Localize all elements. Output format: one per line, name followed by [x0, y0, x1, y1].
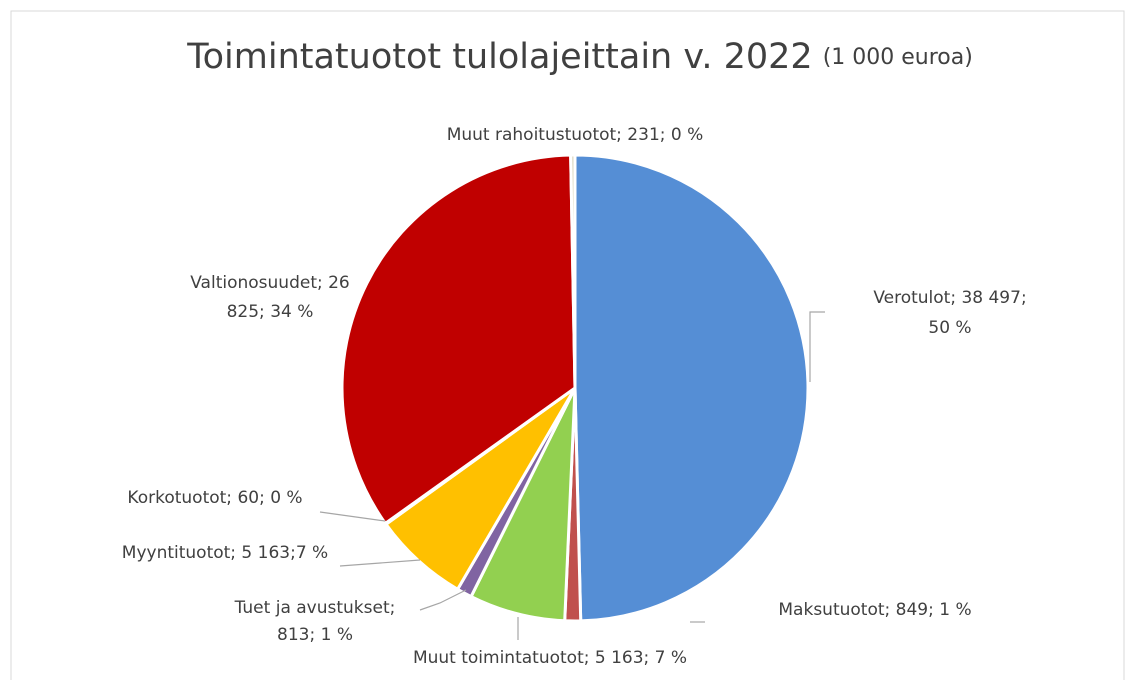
leader-line — [419, 589, 467, 611]
leader-line — [319, 511, 386, 522]
pie-slice — [569, 153, 577, 389]
leader-line — [809, 311, 825, 382]
data-label: Muut rahoitustuotot; 231; 0 % — [447, 125, 704, 145]
data-label: Myyntituotot; 5 163;7 % — [122, 543, 328, 563]
data-label: Tuet ja avustukset; — [234, 598, 396, 618]
leader-line — [339, 559, 421, 567]
data-label: Muut toimintatuotot; 5 163; 7 % — [413, 648, 687, 668]
data-label: Verotulot; 38 497; — [873, 288, 1026, 308]
subtitle: (1 000 euroa) — [823, 45, 973, 70]
data-label: 813; 1 % — [277, 625, 353, 645]
data-label: Valtionosuudet; 26 — [190, 273, 350, 293]
data-label: Korkotuotot; 60; 0 % — [127, 488, 302, 508]
chart-title: Toimintatuotot tulolajeittain v. 2022 (1 … — [186, 37, 973, 77]
title: Toimintatuotot tulolajeittain v. 2022 — [186, 37, 813, 77]
pie-slice — [340, 153, 577, 526]
pie-slice — [573, 153, 810, 623]
data-label: Maksutuotot; 849; 1 % — [778, 600, 971, 620]
data-label: 825; 34 % — [227, 302, 314, 322]
data-label: 50 % — [928, 318, 971, 338]
